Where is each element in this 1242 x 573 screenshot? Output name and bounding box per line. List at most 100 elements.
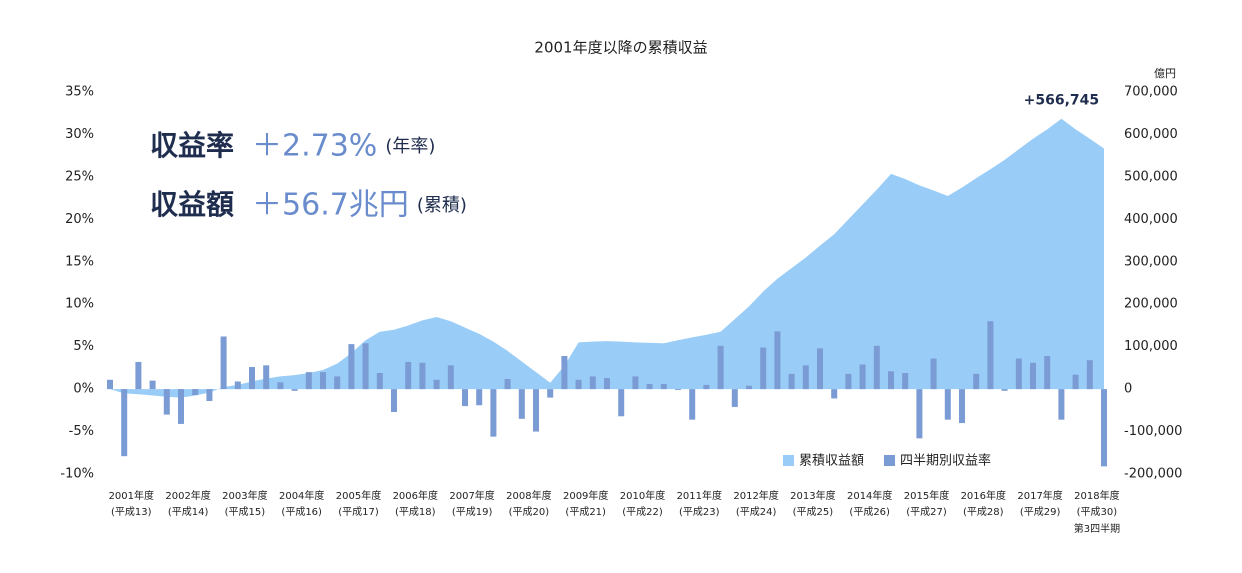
x-tick-sublabel: (平成27)	[906, 506, 947, 518]
x-tick-sublabel: (平成14)	[168, 506, 209, 518]
bar	[561, 356, 568, 390]
chart-title: 2001年度以降の累積収益	[534, 39, 707, 57]
x-tick-sublabel: (平成16)	[281, 506, 322, 518]
bar	[660, 384, 667, 390]
bar	[873, 345, 880, 390]
bar	[1015, 358, 1022, 390]
bar	[192, 389, 199, 396]
bar	[376, 372, 383, 390]
headline-rate-note: (年率)	[385, 136, 435, 157]
y2-tick-label: 0	[1124, 382, 1132, 397]
bar	[518, 389, 525, 419]
bar	[1058, 389, 1065, 420]
bar	[916, 389, 923, 439]
legend-label: 累積収益額	[799, 454, 864, 469]
bar	[731, 389, 738, 407]
bar	[277, 382, 284, 390]
bar	[107, 379, 113, 390]
bar	[589, 376, 596, 390]
x-tick-label: 2004年度	[279, 489, 324, 502]
y-tick-label: 35%	[65, 85, 94, 100]
y-tick-label: 20%	[65, 212, 94, 227]
y-tick-label: 10%	[65, 297, 94, 312]
bar	[1072, 374, 1079, 390]
y2-unit: 億円	[1154, 67, 1176, 80]
bar	[845, 373, 852, 390]
headline-rate-label: 収益率	[150, 129, 234, 162]
x-tick-sublabel: (平成22)	[622, 506, 663, 518]
x-tick-label: 2013年度	[790, 489, 835, 502]
bar	[902, 372, 909, 390]
bar	[703, 384, 710, 390]
bar	[249, 367, 255, 390]
bar	[135, 361, 142, 390]
bar	[533, 389, 539, 432]
bar	[504, 378, 511, 390]
bar	[746, 385, 752, 390]
bar	[987, 321, 994, 390]
bar	[632, 376, 639, 390]
bar	[930, 358, 937, 390]
bar	[618, 389, 625, 417]
x-tick-label: 2006年度	[393, 489, 438, 502]
x-tick-sublabel: (平成26)	[849, 506, 890, 518]
bar	[234, 381, 241, 390]
bar	[263, 365, 270, 390]
bar	[220, 336, 227, 390]
bar	[831, 389, 838, 399]
bar	[675, 389, 681, 390]
x-tick-label: 2005年度	[336, 489, 381, 502]
x-tick-sublabel: (平成19)	[452, 506, 493, 518]
x-tick-label: 2018年度	[1074, 489, 1119, 502]
bar	[1030, 362, 1036, 390]
bar	[944, 389, 951, 420]
headline-rate-value: ＋2.73%	[252, 129, 377, 164]
x-tick-note: 第3四半期	[1074, 522, 1120, 535]
bar	[717, 345, 724, 390]
bar	[149, 380, 156, 390]
x-tick-sublabel: (平成21)	[565, 506, 606, 518]
y-tick-label: -10%	[60, 467, 94, 482]
bar	[1001, 389, 1008, 391]
bar	[689, 389, 696, 420]
x-tick-sublabel: (平成30)	[1077, 506, 1118, 518]
y2-tick-label: 500,000	[1124, 169, 1178, 184]
bar	[774, 331, 781, 390]
y-tick-label: -5%	[69, 424, 94, 439]
x-tick-label: 2002年度	[165, 489, 210, 502]
y-tick-label: 15%	[65, 254, 94, 269]
x-tick-sublabel: (平成20)	[509, 506, 550, 518]
headline-amount-label: 収益額	[150, 188, 234, 221]
x-tick-label: 2017年度	[1017, 489, 1062, 502]
x-tick-sublabel: (平成29)	[1020, 506, 1061, 518]
bar	[305, 372, 312, 390]
area	[110, 118, 1104, 398]
x-tick-label: 2015年度	[904, 489, 949, 502]
x-tick-sublabel: (平成24)	[736, 506, 777, 518]
y-tick-label: 25%	[65, 169, 94, 184]
y-tick-label: 30%	[65, 127, 94, 142]
y2-tick-label: -100,000	[1124, 424, 1182, 439]
y2-tick-label: -200,000	[1124, 467, 1182, 482]
bar	[575, 379, 582, 390]
y2-tick-label: 600,000	[1124, 127, 1178, 142]
bar	[817, 348, 823, 390]
bar	[802, 365, 809, 390]
bar	[391, 389, 397, 413]
bar	[959, 389, 965, 424]
y-tick-label: 0%	[73, 382, 94, 397]
bar	[490, 389, 497, 437]
x-tick-label: 2010年度	[620, 489, 665, 502]
y2-tick-label: 100,000	[1124, 339, 1178, 354]
legend-swatch	[884, 455, 896, 466]
bar	[348, 344, 355, 390]
x-tick-label: 2001年度	[109, 489, 154, 502]
bar	[973, 373, 980, 390]
bar	[859, 364, 866, 390]
annotation: +566,745	[1024, 93, 1100, 109]
x-tick-sublabel: (平成28)	[963, 506, 1004, 518]
bar	[163, 389, 170, 415]
bar	[462, 389, 468, 407]
bar	[291, 389, 298, 391]
